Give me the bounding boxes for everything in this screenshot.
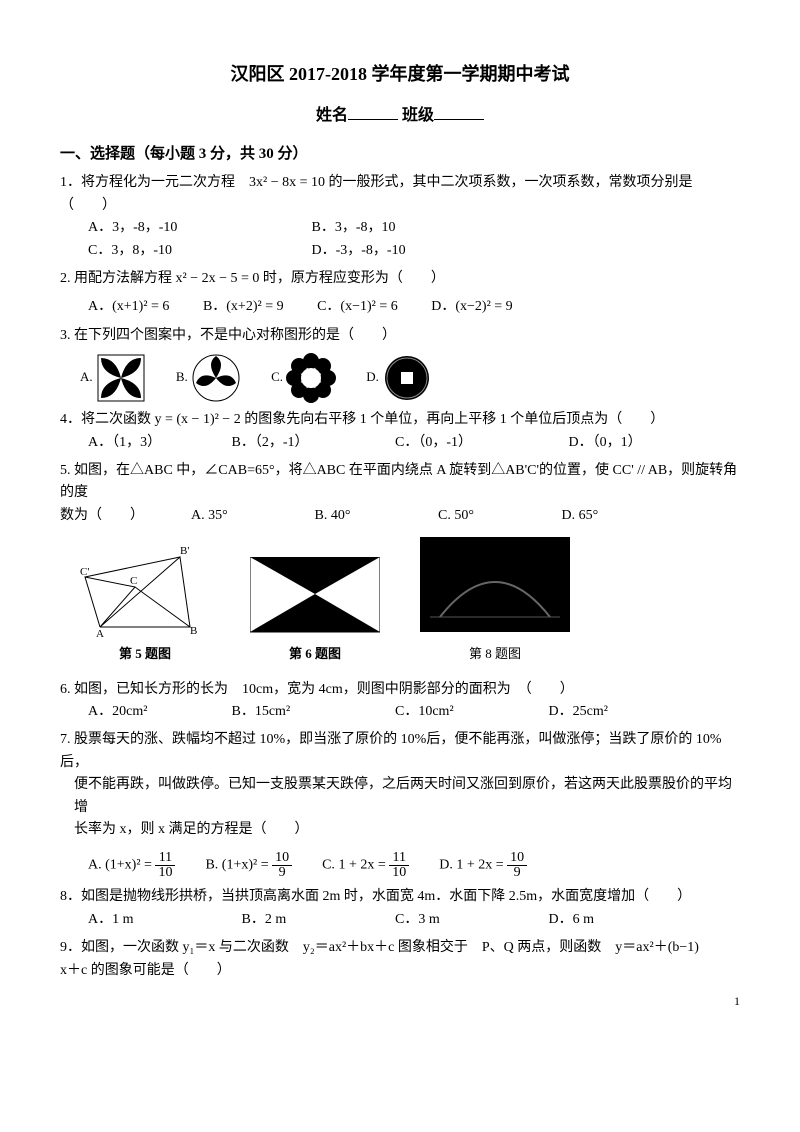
q7-text-b: 便不能再跌，叫做跌停。已知一支股票某天跌停，之后两天时间又涨回到原价，若这两天此… xyxy=(60,774,740,819)
class-label: 班级 xyxy=(402,107,434,124)
section-1-heading: 一、选择题（每小题 3 分，共 30 分） xyxy=(60,142,740,166)
rect-shadow-icon xyxy=(250,557,380,637)
figure-5: A B C C' B' 第 5 题图 xyxy=(80,542,210,665)
q3-b-label: B. xyxy=(176,369,188,384)
q7-opt-c: C. 1 + 2x = 1110 xyxy=(322,851,409,880)
q8-opt-c: C．3 m xyxy=(395,909,515,931)
question-2: 2. 用配方法解方程 x² − 2x − 5 = 0 时，原方程应变形为（ ） … xyxy=(60,268,740,319)
q1-text: 1．将方程化为一元二次方程 3x² − 8x = 10 的一般形式，其中二次项系… xyxy=(60,172,740,217)
figure-8: 第 8 题图 xyxy=(420,537,570,665)
figure-6: 第 6 题图 xyxy=(250,557,380,665)
arch-bridge-icon xyxy=(420,537,570,637)
triangle-rotation-icon: A B C C' B' xyxy=(80,542,210,637)
question-6: 6. 如图，已知长方形的长为 10cm，宽为 4cm，则图中阴影部分的面积为 （… xyxy=(60,679,740,724)
q3-opt-c: C. xyxy=(271,353,336,403)
q6-opt-a: A．20cm² xyxy=(88,701,198,723)
q3-opt-d: D. xyxy=(366,353,432,403)
q3-c-label: C. xyxy=(271,369,283,384)
q1-opt-a: A．3，-8，-10 xyxy=(88,217,308,239)
flower-icon xyxy=(286,353,336,403)
q4-opt-a: A．（1，3） xyxy=(88,432,198,454)
q5-opt-b: B. 40° xyxy=(315,505,435,527)
name-class-line: 姓名 班级 xyxy=(60,103,740,129)
q5-opt-d: D. 65° xyxy=(562,508,599,523)
question-8: 8．如图是抛物线形拱桥，当拱顶高离水面 2m 时，水面宽 4m．水面下降 2.5… xyxy=(60,886,740,931)
q8-opt-d: D．6 m xyxy=(549,909,595,931)
name-label: 姓名 xyxy=(316,107,348,124)
q8-opt-b: B．2 m xyxy=(242,909,362,931)
q4-opt-d: D．（0，1） xyxy=(569,432,642,454)
svg-text:B': B' xyxy=(180,545,189,557)
q6-text: 6. 如图，已知长方形的长为 10cm，宽为 4cm，则图中阴影部分的面积为 （… xyxy=(60,679,740,701)
q6-opt-d: D．25cm² xyxy=(549,701,608,723)
q3-opt-a: A. xyxy=(80,353,146,403)
q3-d-label: D. xyxy=(366,369,379,384)
page-number: 1 xyxy=(60,992,740,1011)
question-5: 5. 如图，在△ABC 中，∠CAB=65°，将△ABC 在平面内绕点 A 旋转… xyxy=(60,460,740,527)
q2-opt-d: D．(x−2)² = 9 xyxy=(431,296,512,318)
coin-icon xyxy=(382,353,432,403)
q3-text: 3. 在下列四个图案中，不是中心对称图形的是（ ） xyxy=(60,325,740,347)
q2-text: 2. 用配方法解方程 x² − 2x − 5 = 0 时，原方程应变形为（ ） xyxy=(60,268,740,290)
q7-opt-b: B. (1+x)² = 109 xyxy=(205,851,292,880)
class-blank[interactable] xyxy=(434,105,484,120)
page-title: 汉阳区 2017-2018 学年度第一学期期中考试 xyxy=(60,60,740,89)
q7-opt-a: A. (1+x)² = 1110 xyxy=(88,851,175,880)
fig6-label: 第 6 题图 xyxy=(250,644,380,665)
question-9: 9．如图，一次函数 y₁＝x 与二次函数 y₂＝ax²＋bx＋c 图象相交于 P… xyxy=(60,937,740,982)
svg-text:C': C' xyxy=(80,566,89,578)
q5-opt-c: C. 50° xyxy=(438,505,558,527)
trefoil-icon xyxy=(191,353,241,403)
name-blank[interactable] xyxy=(348,105,398,120)
q1-opt-b: B．3，-8，10 xyxy=(312,217,532,239)
q5-text-b: 数为（ ） xyxy=(60,508,144,523)
fig8-label: 第 8 题图 xyxy=(420,644,570,665)
q2-opt-b: B．(x+2)² = 9 xyxy=(203,296,284,318)
pinwheel-icon xyxy=(96,353,146,403)
q7-text-a: 7. 股票每天的涨、跌幅均不超过 10%，即当涨了原价的 10%后，便不能再涨，… xyxy=(60,729,740,774)
q9-text-a: 9．如图，一次函数 y₁＝x 与二次函数 y₂＝ax²＋bx＋c 图象相交于 P… xyxy=(60,937,740,959)
q3-opt-b: B. xyxy=(176,353,241,403)
q4-opt-b: B．（2，-1） xyxy=(232,432,362,454)
svg-text:C: C xyxy=(130,575,137,587)
svg-text:B: B xyxy=(190,625,197,637)
svg-text:A: A xyxy=(96,628,104,637)
q7-text-c: 长率为 x，则 x 满足的方程是（ ） xyxy=(60,819,740,841)
q5-opt-a: A. 35° xyxy=(191,505,311,527)
q1-opt-c: C．3，8，-10 xyxy=(88,240,308,262)
q2-opt-a: A．(x+1)² = 6 xyxy=(88,296,169,318)
q8-opt-a: A．1 m xyxy=(88,909,208,931)
question-3: 3. 在下列四个图案中，不是中心对称图形的是（ ） A. B. C. xyxy=(60,325,740,403)
question-4: 4．将二次函数 y = (x − 1)² − 2 的图象先向右平移 1 个单位，… xyxy=(60,409,740,454)
q6-opt-c: C．10cm² xyxy=(395,701,515,723)
q2-opt-c: C．(x−1)² = 6 xyxy=(317,296,398,318)
q4-text: 4．将二次函数 y = (x − 1)² − 2 的图象先向右平移 1 个单位，… xyxy=(60,409,740,431)
q9-text-b: x＋c 的图象可能是（ ） xyxy=(60,960,740,982)
q3-a-label: A. xyxy=(80,369,93,384)
question-7: 7. 股票每天的涨、跌幅均不超过 10%，即当涨了原价的 10%后，便不能再涨，… xyxy=(60,729,740,880)
question-1: 1．将方程化为一元二次方程 3x² − 8x = 10 的一般形式，其中二次项系… xyxy=(60,172,740,262)
q8-text: 8．如图是抛物线形拱桥，当拱顶高离水面 2m 时，水面宽 4m．水面下降 2.5… xyxy=(60,886,740,908)
q4-opt-c: C．（0，-1） xyxy=(395,432,535,454)
q5-text-a: 5. 如图，在△ABC 中，∠CAB=65°，将△ABC 在平面内绕点 A 旋转… xyxy=(60,460,740,505)
q6-opt-b: B．15cm² xyxy=(232,701,362,723)
q7-opt-d: D. 1 + 2x = 109 xyxy=(439,851,527,880)
q1-opt-d: D．-3，-8，-10 xyxy=(312,240,532,262)
fig5-label: 第 5 题图 xyxy=(80,644,210,665)
